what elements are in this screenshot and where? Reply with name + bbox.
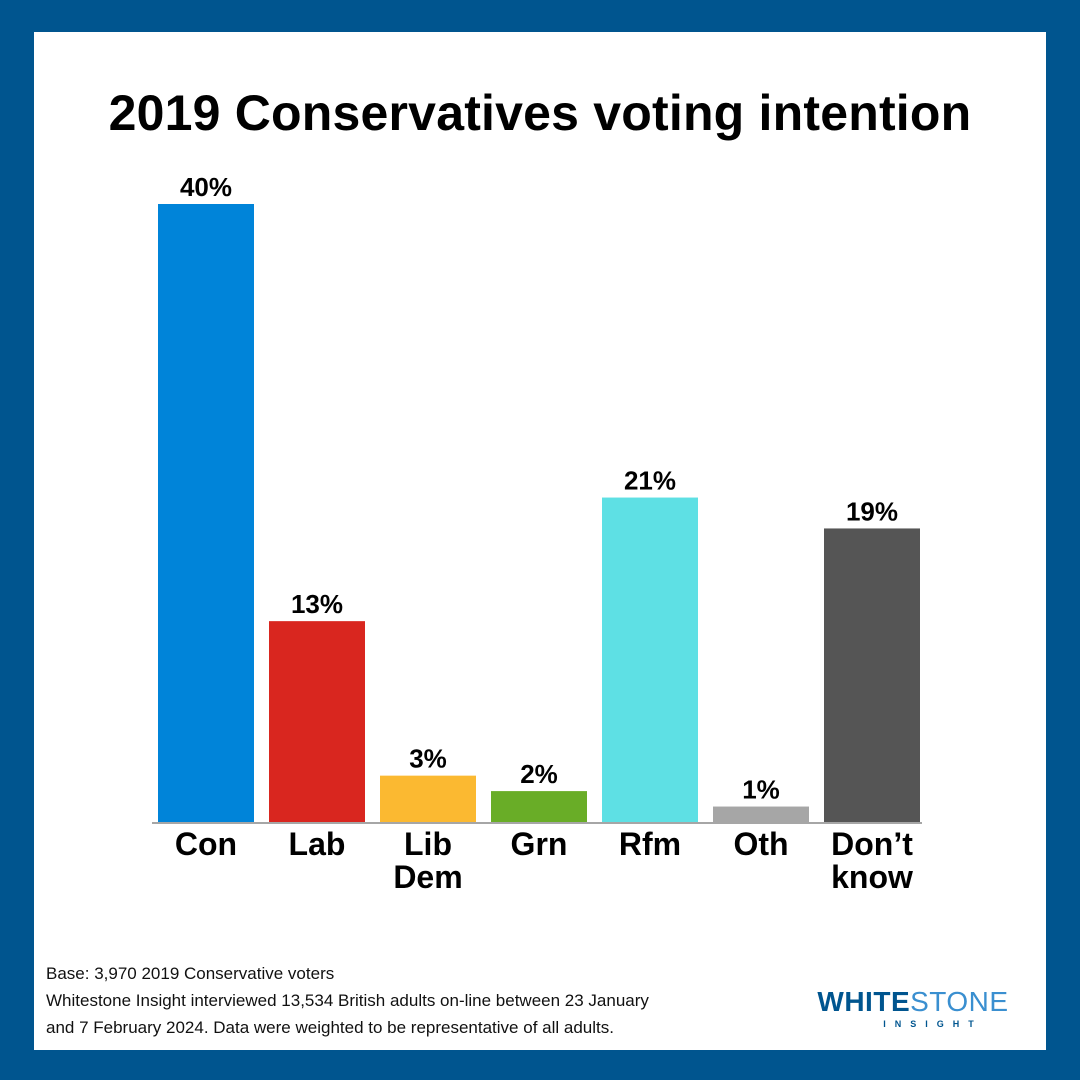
category-label-lib-dem-line2: Dem xyxy=(393,859,462,895)
value-label-oth: 1% xyxy=(742,775,780,805)
category-label-lab: Lab xyxy=(289,826,346,862)
category-label-con: Con xyxy=(175,826,237,862)
category-label-dont-know-line2: know xyxy=(831,859,913,895)
value-label-con: 40% xyxy=(180,172,232,202)
bar-lib-dem xyxy=(380,775,476,822)
bar-oth xyxy=(713,806,809,822)
footer-notes: Base: 3,970 2019 Conservative voters Whi… xyxy=(46,960,806,1041)
category-label-lib-dem: Lib xyxy=(404,826,452,862)
logo-wordmark: WHITESTONE xyxy=(808,987,1018,1017)
method-note-line2: and 7 February 2024. Data were weighted … xyxy=(46,1018,614,1037)
bar-rfm xyxy=(602,497,698,822)
bar-con xyxy=(158,204,254,822)
category-label-dont-know: Don’t xyxy=(831,826,913,862)
category-label-oth: Oth xyxy=(733,826,788,862)
value-label-lib-dem: 3% xyxy=(409,744,447,774)
logo-word-white: WHITE xyxy=(817,986,911,1017)
bar-grn xyxy=(491,791,587,822)
bar-dont-know xyxy=(824,528,920,822)
logo-word-stone: STONE xyxy=(910,986,1009,1017)
category-label-grn: Grn xyxy=(511,826,568,862)
chart-card: 2019 Conservatives voting intention 40% C… xyxy=(34,32,1046,1050)
method-note-line1: Whitestone Insight interviewed 13,534 Br… xyxy=(46,991,649,1010)
whitestone-logo: WHITESTONE INSIGHT xyxy=(808,987,1018,1030)
logo-subtitle: INSIGHT xyxy=(883,1019,983,1029)
category-label-rfm: Rfm xyxy=(619,826,681,862)
value-label-dont-know: 19% xyxy=(846,496,898,526)
chart-title: 2019 Conservatives voting intention xyxy=(108,85,972,141)
base-note: Base: 3,970 2019 Conservative voters xyxy=(46,964,335,983)
value-label-rfm: 21% xyxy=(624,466,676,496)
value-label-lab: 13% xyxy=(291,589,343,619)
bar-lab xyxy=(269,621,365,822)
value-label-grn: 2% xyxy=(520,759,558,789)
